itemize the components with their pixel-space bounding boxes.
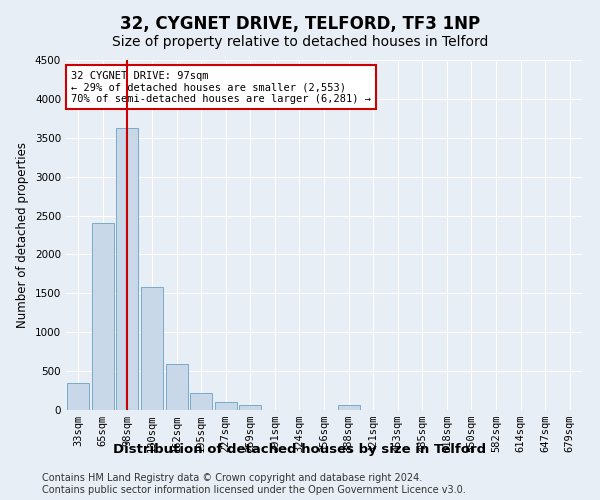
Text: 32, CYGNET DRIVE, TELFORD, TF3 1NP: 32, CYGNET DRIVE, TELFORD, TF3 1NP: [120, 15, 480, 33]
Bar: [92, 224, 114, 410]
Text: 32 CYGNET DRIVE: 97sqm
← 29% of detached houses are smaller (2,553)
70% of semi-: 32 CYGNET DRIVE: 97sqm ← 29% of detached…: [71, 70, 371, 104]
Bar: [67, 383, 89, 410]
Bar: [215, 402, 237, 410]
Bar: [141, 287, 163, 410]
Text: Contains HM Land Registry data © Crown copyright and database right 2024.
Contai: Contains HM Land Registry data © Crown c…: [42, 474, 466, 495]
Bar: [190, 393, 212, 410]
Y-axis label: Number of detached properties: Number of detached properties: [16, 142, 29, 328]
Bar: [116, 128, 139, 410]
Bar: [166, 364, 188, 410]
Text: Distribution of detached houses by size in Telford: Distribution of detached houses by size …: [113, 442, 487, 456]
Text: Size of property relative to detached houses in Telford: Size of property relative to detached ho…: [112, 35, 488, 49]
Bar: [338, 406, 359, 410]
Bar: [239, 406, 262, 410]
